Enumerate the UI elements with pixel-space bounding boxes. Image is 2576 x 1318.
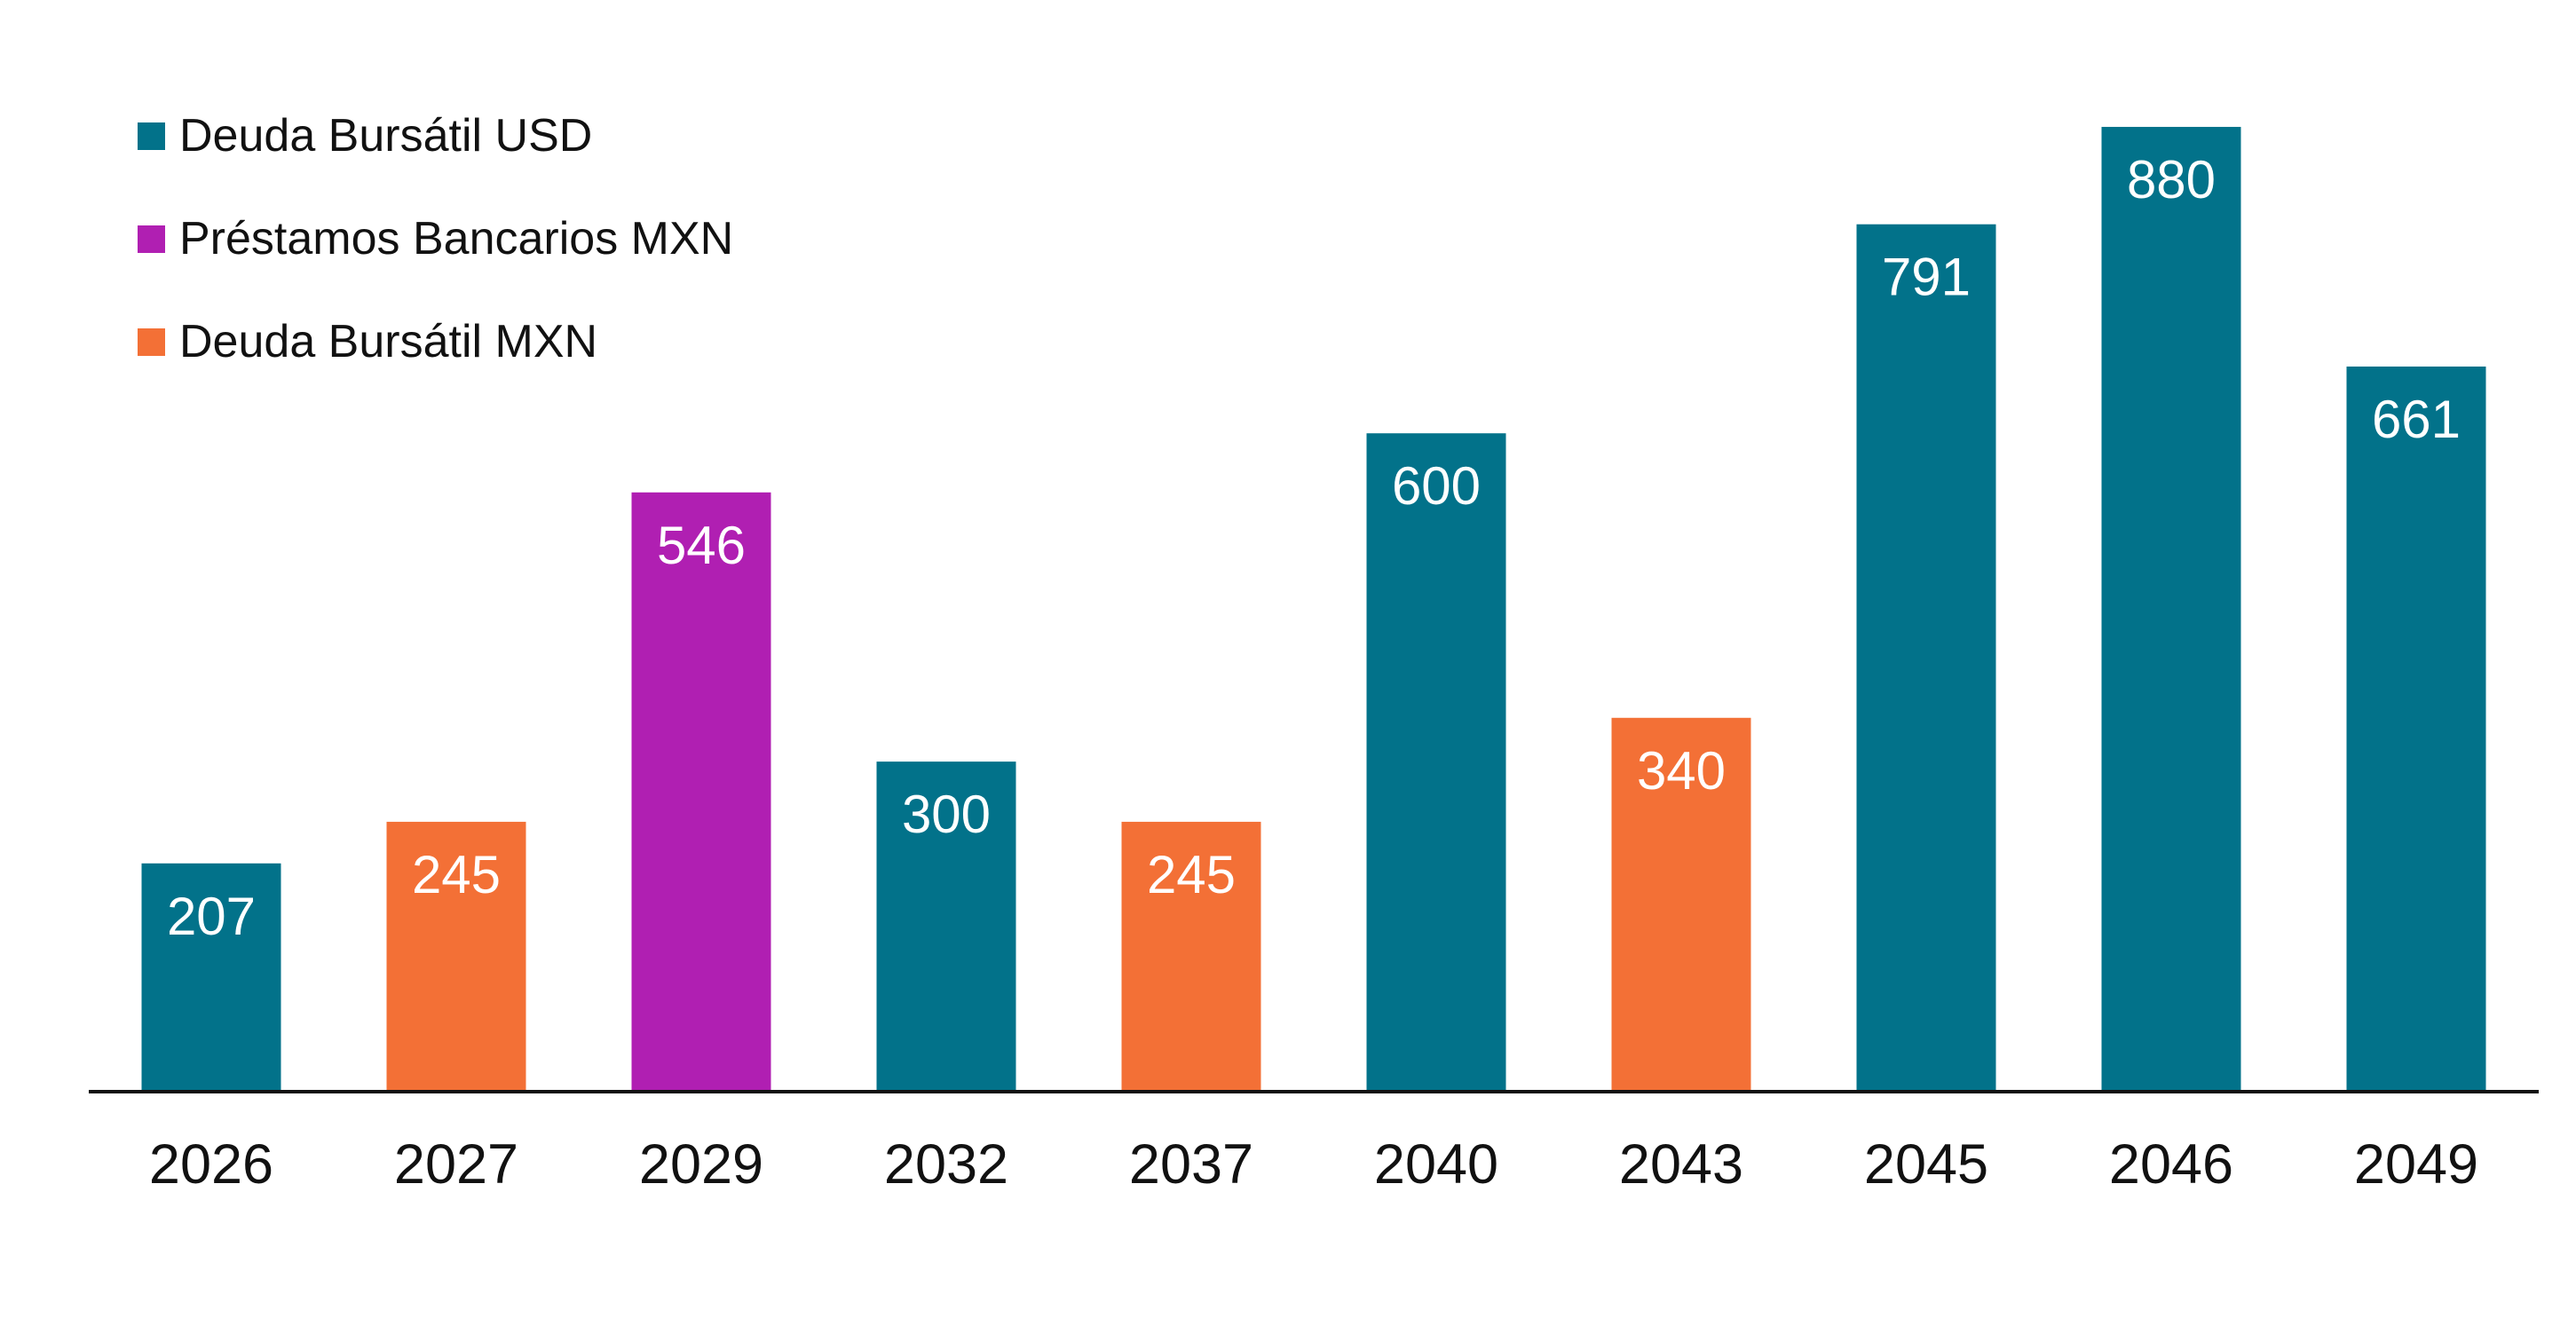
data-label-2045: 791 bbox=[1882, 248, 1971, 307]
x-tick-label-2032: 2032 bbox=[884, 1133, 1008, 1196]
bar-2045 bbox=[1856, 224, 1996, 1090]
legend-label: Préstamos Bancarios MXN bbox=[179, 213, 733, 264]
data-label-2032: 300 bbox=[902, 785, 991, 844]
x-tick-label-2026: 2026 bbox=[149, 1133, 273, 1196]
data-label-2046: 880 bbox=[2127, 150, 2216, 209]
legend-item: Deuda Bursátil MXN bbox=[138, 316, 597, 367]
x-tick-label-2043: 2043 bbox=[1619, 1133, 1743, 1196]
data-label-2043: 340 bbox=[1637, 741, 1726, 801]
data-label-2049: 661 bbox=[2372, 390, 2461, 449]
data-label-2027: 245 bbox=[412, 845, 501, 904]
bars: 207 245 546 300 245 600 340 791 880 661 bbox=[141, 126, 2486, 1091]
x-axis-labels: 2026 2027 2029 2032 2037 2040 2043 2045 2046 2049 bbox=[149, 1133, 2478, 1196]
bar-2040 bbox=[1366, 433, 1506, 1090]
x-tick-label-2029: 2029 bbox=[639, 1133, 763, 1196]
legend-item: Deuda Bursátil USD bbox=[138, 110, 592, 162]
x-tick-label-2037: 2037 bbox=[1129, 1133, 1253, 1196]
bar-2027 bbox=[386, 821, 526, 1090]
x-tick-label-2046: 2046 bbox=[2109, 1133, 2233, 1196]
legend: Deuda Bursátil USD Préstamos Bancarios MX… bbox=[138, 110, 733, 367]
bar-2049 bbox=[2346, 366, 2486, 1090]
legend-label: Deuda Bursátil USD bbox=[179, 110, 592, 162]
bar-2029 bbox=[631, 492, 771, 1090]
legend-item: Préstamos Bancarios MXN bbox=[138, 213, 733, 264]
x-tick-label-2045: 2045 bbox=[1864, 1133, 1988, 1196]
x-tick-label-2049: 2049 bbox=[2354, 1133, 2478, 1196]
data-label-2037: 245 bbox=[1147, 845, 1236, 904]
legend-swatch bbox=[138, 328, 165, 356]
legend-swatch bbox=[138, 122, 165, 150]
bar-2026 bbox=[141, 863, 281, 1090]
data-label-2026: 207 bbox=[167, 887, 256, 946]
data-label-2040: 600 bbox=[1392, 456, 1481, 516]
bar-2043 bbox=[1611, 717, 1751, 1090]
bar-2032 bbox=[876, 762, 1016, 1090]
x-tick-label-2027: 2027 bbox=[394, 1133, 518, 1196]
bar-2037 bbox=[1121, 821, 1261, 1090]
bar-2046 bbox=[2101, 126, 2241, 1091]
data-label-2029: 546 bbox=[657, 516, 746, 575]
legend-label: Deuda Bursátil MXN bbox=[179, 316, 597, 367]
legend-swatch bbox=[138, 225, 165, 253]
x-tick-label-2040: 2040 bbox=[1374, 1133, 1498, 1196]
